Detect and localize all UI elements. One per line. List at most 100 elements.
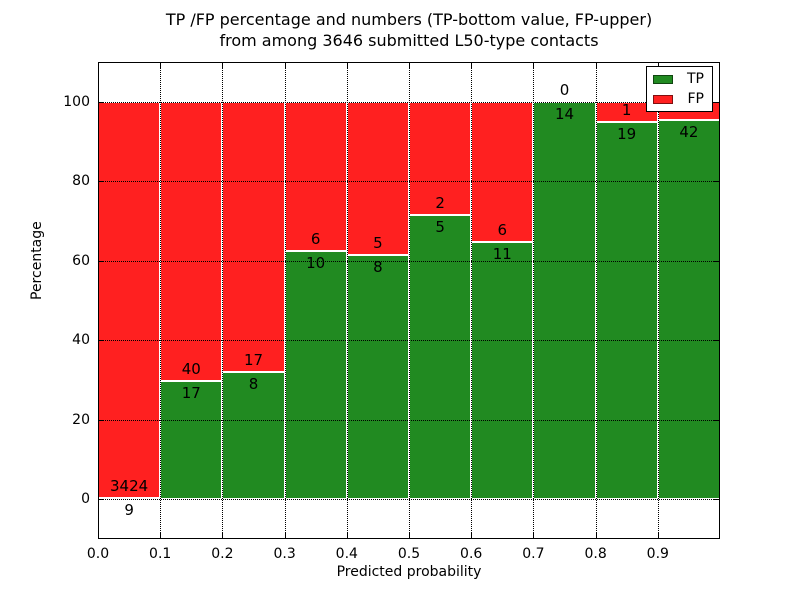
- x-tick-label: 0.4: [335, 546, 358, 562]
- x-tick-mark: [409, 533, 410, 539]
- x-tick-label: 0.1: [149, 546, 172, 562]
- bar-segment-fp: [98, 101, 161, 499]
- y-tick-mark: [714, 260, 720, 262]
- bar-tp-count-label: 14: [554, 104, 575, 123]
- x-tick-mark: [222, 533, 224, 539]
- legend-entry-fp: FP: [647, 91, 712, 107]
- gridline-vertical: [533, 62, 535, 539]
- x-tick-label: 0.9: [646, 546, 669, 562]
- x-tick-label: 0.8: [584, 546, 607, 562]
- x-tick-mark: [284, 62, 286, 68]
- y-tick-mark: [98, 340, 104, 342]
- bar-fp-count-label: 3424: [110, 477, 149, 496]
- y-tick-mark: [98, 101, 104, 103]
- y-tick-mark: [714, 181, 720, 183]
- bar-segment-fp: [222, 101, 285, 373]
- gridline-vertical: [409, 62, 410, 539]
- bar-segment-fp: [160, 101, 223, 381]
- bar-segment-tp: [533, 101, 596, 500]
- bar-segment-fp: [284, 101, 347, 251]
- x-tick-mark: [98, 62, 99, 68]
- x-tick-mark: [98, 533, 99, 539]
- chart-title-line-1: TP /FP percentage and numbers (TP-bottom…: [165, 10, 653, 29]
- legend-label-fp: FP: [687, 91, 705, 107]
- bar-tp-count-label: 10: [306, 253, 326, 272]
- bar-fp-count-label: 40: [181, 359, 201, 378]
- x-tick-mark: [222, 62, 224, 68]
- x-tick-mark: [284, 533, 286, 539]
- gridline-horizontal: [98, 499, 720, 501]
- bar-tp-count-label: 8: [373, 257, 383, 276]
- y-tick-label: 100: [63, 93, 90, 110]
- bar-fp-count-label: 5: [373, 233, 383, 252]
- bar-segment-tp: [471, 242, 534, 500]
- bar-tp-count-label: 8: [248, 375, 259, 394]
- plot-area: Predicted probability Percentage TP FP 0…: [29, 62, 720, 580]
- bar-tp-count-label: 19: [617, 124, 637, 143]
- x-tick-mark: [533, 62, 535, 68]
- y-tick-mark: [714, 419, 720, 421]
- x-tick-mark: [471, 62, 473, 68]
- gridline-vertical: [160, 62, 162, 539]
- y-tick-label: 80: [72, 173, 90, 190]
- x-tick-mark: [719, 62, 720, 68]
- y-tick-mark: [714, 499, 720, 501]
- x-tick-mark: [160, 533, 162, 539]
- gridline-horizontal: [98, 419, 720, 421]
- x-tick-mark: [595, 533, 597, 539]
- bar-tp-count-label: 11: [492, 245, 512, 264]
- legend: TP FP: [646, 66, 713, 112]
- y-tick-mark: [714, 340, 720, 342]
- y-tick-label: 20: [72, 411, 90, 428]
- bar-tp-count-label: 17: [181, 383, 201, 402]
- y-tick-mark: [98, 260, 104, 262]
- x-tick-label: 0.6: [460, 546, 483, 562]
- bar-fp-count-label: 17: [243, 351, 264, 370]
- x-tick-label: 0.3: [273, 546, 296, 562]
- gridline-horizontal: [98, 260, 720, 262]
- bar-segment-tp: [284, 250, 347, 500]
- x-tick-mark: [346, 533, 348, 539]
- y-tick-label: 40: [72, 332, 90, 349]
- legend-entry-tp: TP: [647, 71, 712, 87]
- tp-color-swatch: [653, 74, 673, 84]
- bar-fp-count-label: 1: [621, 100, 632, 119]
- x-tick-label: 0.5: [397, 546, 421, 562]
- y-tick-label: 0: [81, 491, 90, 508]
- bar-segment-tp: [160, 380, 223, 500]
- x-axis-label: Predicted probability: [336, 564, 482, 580]
- bar-segment-tp: [595, 121, 658, 500]
- x-tick-mark: [346, 62, 348, 68]
- y-tick-mark: [98, 499, 104, 501]
- bar-segment-tp: [409, 215, 472, 500]
- fp-color-swatch: [653, 94, 673, 104]
- x-tick-mark: [657, 533, 659, 539]
- bar-tp-count-label: 42: [679, 122, 699, 141]
- x-tick-mark: [719, 533, 720, 539]
- gridline-vertical: [346, 62, 348, 539]
- y-tick-label: 60: [72, 252, 90, 269]
- gridline-vertical: [595, 62, 597, 539]
- y-tick-mark: [714, 101, 720, 103]
- gridline-vertical: [284, 62, 286, 539]
- x-tick-mark: [409, 62, 410, 68]
- gridline-vertical: [471, 62, 473, 539]
- bar-fp-count-label: 6: [497, 221, 508, 240]
- x-tick-label: 0.0: [86, 546, 110, 562]
- legend-label-tp: TP: [687, 71, 704, 87]
- gridline-horizontal: [98, 340, 720, 342]
- bar-tp-count-label: 9: [124, 501, 134, 520]
- x-tick-mark: [657, 62, 659, 68]
- gridline-horizontal: [98, 181, 720, 183]
- gridline-vertical: [657, 62, 659, 539]
- bar-fp-count-label: 2: [435, 194, 445, 213]
- chart-title-line-2: from among 3646 submitted L50-type conta…: [219, 31, 599, 50]
- chart-title: TP /FP percentage and numbers (TP-bottom…: [98, 9, 720, 51]
- x-tick-label: 0.2: [211, 546, 234, 562]
- x-tick-label: 0.7: [522, 546, 545, 562]
- x-tick-mark: [471, 533, 473, 539]
- bar-fp-count-label: 0: [559, 80, 570, 99]
- gridline-vertical: [222, 62, 224, 539]
- bar-segment-tp: [657, 119, 720, 500]
